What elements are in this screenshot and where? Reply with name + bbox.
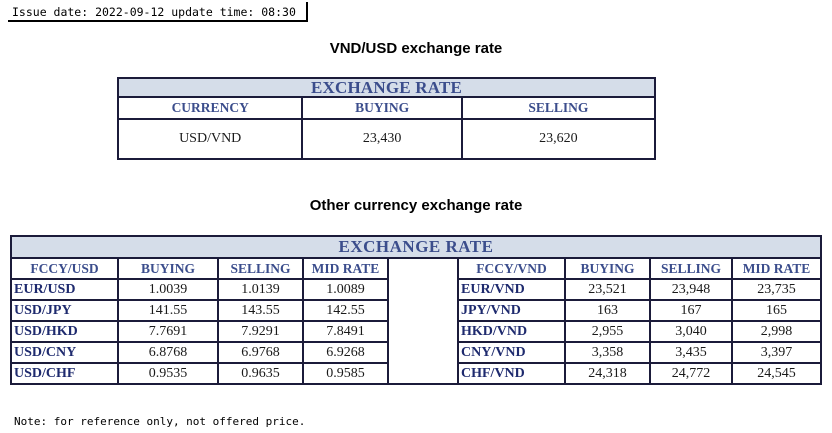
column-header-fccy-vnd: FCCY/VND [457,257,566,280]
cell-rate: 142.55 [302,299,389,322]
cell-rate: 2,955 [564,320,651,343]
cell-rate: 23,521 [564,278,651,301]
column-header-fccy-usd: FCCY/USD [10,257,119,280]
table-banner: EXCHANGE RATE [9,235,823,259]
cell-rate: 7.7691 [117,320,219,343]
cell-rate: 2,998 [730,320,823,343]
cell-currency-pair: USD/HKD [10,320,119,343]
cell-rate: 143.55 [217,299,304,322]
table-row: USD/CNY 6.8768 6.9768 6.9268 CNY/VND 3,358 3,4… [10,341,823,364]
table-banner: EXCHANGE RATE [118,78,655,98]
issue-date-box: Issue date: 2022-09-12 update time: 08:3… [8,2,308,22]
cell-rate: 23,948 [649,278,733,301]
vnd-usd-rate-table: EXCHANGE RATE CURRENCY BUYING SELLING US… [116,77,657,160]
spacer-cell [387,363,459,384]
cell-rate: 24,318 [564,362,651,385]
cell-rate: 165 [730,299,823,322]
table-header-row: FCCY/USD BUYING SELLING MID RATE FCCY/VN… [10,257,823,280]
reference-note: Note: for reference only, not offered pr… [14,415,306,428]
cell-rate: 6.9768 [217,341,304,364]
table-header-row: CURRENCY BUYING SELLING [116,97,657,120]
table-row: USD/CHF 0.9535 0.9635 0.9585 CHF/VND 24,318 24… [10,362,823,385]
spacer-cell [387,279,459,300]
cell-rate: 6.9268 [302,341,389,364]
cell-rate: 3,040 [649,320,733,343]
other-currency-title: Other currency exchange rate [309,197,523,214]
column-header-buying: BUYING [301,97,463,120]
table-row: USD/VND 23,430 23,620 [116,119,657,159]
vnd-usd-title: VND/USD exchange rate [329,40,503,57]
cell-rate: 141.55 [117,299,219,322]
table-row: EUR/USD 1.0039 1.0139 1.0089 EUR/VND 23,521 23… [10,278,823,301]
cell-rate: 0.9585 [302,362,389,385]
cell-rate: 3,435 [649,341,733,364]
cell-currency-pair: USD/JPY [10,299,119,322]
cell-rate: 1.0039 [117,278,219,301]
cell-currency-pair: HKD/VND [457,320,566,343]
table-row: USD/HKD 7.7691 7.9291 7.8491 HKD/VND 2,955 3,0… [10,320,823,343]
column-header-buying: BUYING [564,257,651,280]
cell-currency-pair: CHF/VND [457,362,566,385]
column-header-mid-rate: MID RATE [302,257,389,280]
cell-currency-pair: JPY/VND [457,299,566,322]
cell-buying: 23,430 [301,119,463,159]
cell-currency-pair: EUR/VND [457,278,566,301]
cell-rate: 167 [649,299,733,322]
cell-currency-pair: USD/CHF [10,362,119,385]
cell-selling: 23,620 [460,119,657,159]
cell-rate: 6.8768 [117,341,219,364]
issue-date-text: Issue date: 2022-09-12 update time: 08:3… [12,5,296,19]
column-header-selling: SELLING [217,257,304,280]
spacer-cell [387,258,459,279]
cell-currency: USD/VND [116,119,304,159]
spacer-cell [387,342,459,363]
cell-currency-pair: USD/CNY [10,341,119,364]
column-header-buying: BUYING [117,257,219,280]
other-currency-rate-table: EXCHANGE RATE FCCY/USD BUYING SELLING MI… [9,235,823,385]
column-header-mid-rate: MID RATE [730,257,823,280]
cell-currency-pair: CNY/VND [457,341,566,364]
spacer-cell [387,300,459,321]
cell-rate: 1.0139 [217,278,304,301]
table-row: USD/JPY 141.55 143.55 142.55 JPY/VND 163 167 16… [10,299,823,322]
cell-rate: 0.9635 [217,362,304,385]
column-header-selling: SELLING [649,257,733,280]
cell-rate: 3,358 [564,341,651,364]
cell-rate: 3,397 [730,341,823,364]
column-header-selling: SELLING [460,97,657,120]
cell-rate: 23,735 [730,278,823,301]
cell-rate: 7.8491 [302,320,389,343]
column-header-currency: CURRENCY [116,97,304,120]
cell-rate: 7.9291 [217,320,304,343]
cell-rate: 0.9535 [117,362,219,385]
cell-currency-pair: EUR/USD [10,278,119,301]
spacer-cell [387,321,459,342]
cell-rate: 1.0089 [302,278,389,301]
cell-rate: 24,545 [730,362,823,385]
cell-rate: 24,772 [649,362,733,385]
cell-rate: 163 [564,299,651,322]
